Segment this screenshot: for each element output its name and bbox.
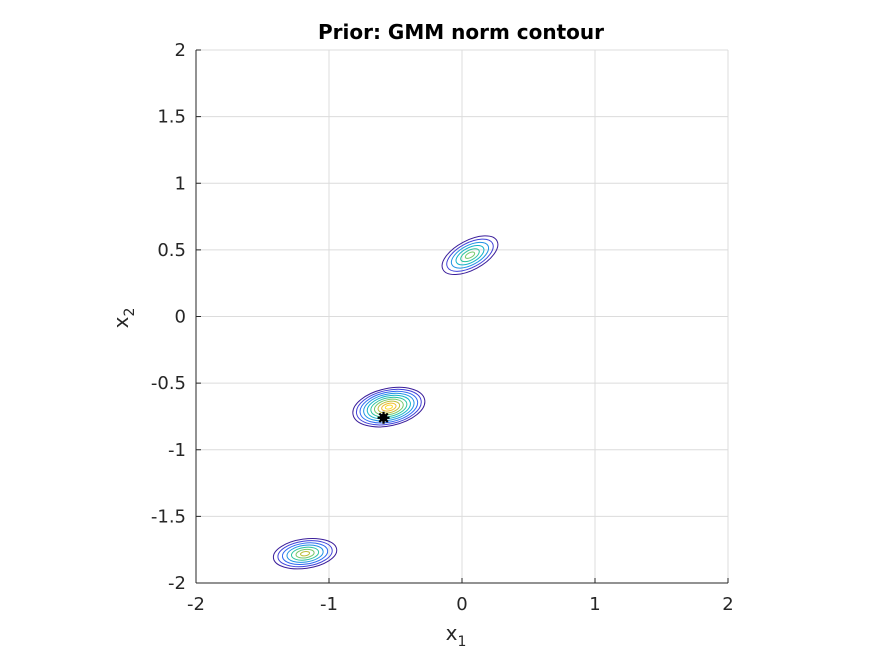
component-3-contour-level (295, 548, 315, 559)
x-tick-label: -2 (187, 594, 205, 615)
component-3-contours (272, 538, 338, 570)
component-2-contour-level (377, 400, 401, 414)
x-axis-label-subscript: 1 (457, 634, 466, 650)
plot-area (195, 49, 729, 584)
x-axis-label-base: x (446, 621, 458, 645)
y-tick-label: -1.5 (151, 506, 186, 527)
component-1-contour-level (446, 238, 494, 272)
x-tick-label: 0 (456, 594, 467, 615)
component-2-contour-level (363, 392, 415, 422)
component-2-contour-level (352, 386, 426, 428)
component-1-contour-level (460, 248, 480, 263)
component-1-contour-level (455, 245, 485, 266)
component-1-contour-level (464, 251, 476, 259)
contour-set (272, 235, 499, 570)
component-1-contours (441, 235, 499, 276)
component-1-contour-level (450, 241, 490, 269)
marker-stroke (378, 412, 389, 423)
y-tick-label: -0.5 (151, 373, 186, 394)
y-axis-label: x2 (109, 308, 138, 329)
y-tick-label: 1 (175, 173, 186, 194)
component-2-contour-level (370, 396, 408, 418)
component-3-contour-level (300, 551, 311, 557)
x-tick-label: 1 (589, 594, 600, 615)
axes-lines (195, 49, 729, 584)
component-3-contour-level (290, 546, 320, 561)
marker-layer (377, 411, 390, 424)
component-3-contour-level (277, 540, 333, 568)
x-tick-label: 2 (722, 594, 733, 615)
component-3-contour-level (272, 538, 338, 570)
y-axis-label-base: x (109, 316, 133, 328)
component-2-contour-level (373, 398, 404, 416)
x-tick-labels: -2 -1 0 1 2 (187, 594, 734, 615)
component-1-contour-level (441, 235, 499, 276)
y-tick-label: 1.5 (157, 107, 186, 128)
y-tick-label: 0.5 (157, 240, 186, 261)
y-tick-label: -2 (168, 573, 186, 594)
y-tick-label: -1 (168, 440, 186, 461)
marker-point (377, 411, 390, 424)
component-3-contour-level (286, 544, 324, 563)
component-2-contour-level (366, 394, 411, 420)
component-2-contour-level (355, 388, 422, 426)
x-tick-label: -1 (320, 594, 338, 615)
y-tick-label: 2 (175, 40, 186, 61)
x-axis-label: x1 (446, 621, 467, 650)
y-axis-label-subscript: 2 (122, 308, 138, 317)
component-3-contour-level (281, 542, 329, 566)
y-tick-labels: -2 -1.5 -1 -0.5 0 0.5 1 1.5 2 (151, 40, 186, 594)
component-2-contours (352, 386, 426, 428)
y-tick-label: 0 (175, 307, 186, 328)
component-2-contour-level (381, 402, 397, 412)
chart-title: Prior: GMM norm contour (318, 20, 604, 44)
component-2-contour-level (359, 390, 419, 424)
component-2-contour-level (384, 404, 393, 410)
